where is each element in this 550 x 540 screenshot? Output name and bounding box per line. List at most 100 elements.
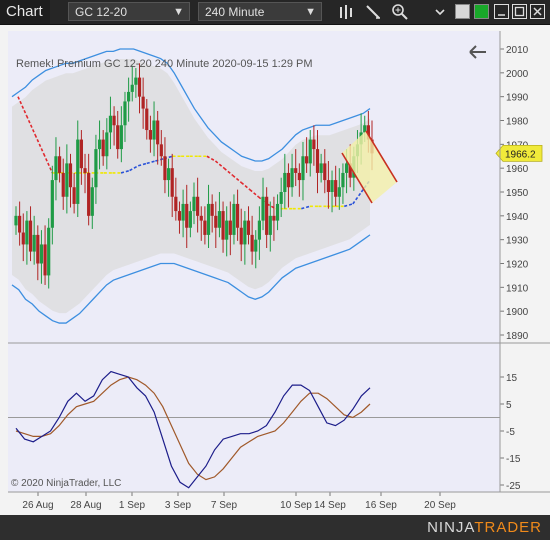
candle-body	[57, 156, 62, 173]
interval-selector[interactable]: 240 Minute ▼	[198, 2, 322, 21]
candle-body	[239, 227, 243, 245]
candle-body	[108, 115, 113, 133]
osc-tick-label: 15	[506, 373, 518, 384]
candle-body	[188, 211, 192, 228]
candle-body	[196, 196, 200, 216]
minimize-button[interactable]	[494, 4, 509, 19]
chart-area[interactable]: 2010200019901980197019601950194019301920…	[0, 25, 550, 515]
time-tick-label: 16 Sep	[365, 500, 397, 511]
osc-tick-label: 5	[506, 400, 512, 411]
price-tick-label: 2010	[506, 45, 529, 56]
time-tick-label: 10 Sep	[280, 500, 312, 511]
price-panel	[11, 48, 398, 324]
zoom-icon[interactable]	[391, 3, 409, 21]
window-gray-button[interactable]	[455, 4, 470, 19]
maximize-button[interactable]	[512, 4, 527, 19]
candle-body	[232, 203, 236, 235]
chevron-down-icon: ▼	[305, 6, 316, 18]
last-price-tag	[495, 144, 543, 162]
candle-body	[348, 163, 352, 178]
candle-body	[72, 187, 76, 204]
candle-body	[163, 156, 167, 181]
candle-body	[297, 172, 301, 181]
last-price-label: 1966.2	[505, 149, 536, 160]
candle-body	[170, 168, 174, 197]
price-tick-label: 2000	[506, 69, 529, 80]
trend-segment	[17, 96, 28, 117]
bar-type-icon[interactable]	[337, 3, 355, 21]
candle-body	[14, 215, 18, 226]
candle-body	[268, 215, 272, 235]
trend-segment	[249, 189, 259, 198]
candle-body	[87, 172, 91, 216]
candle-body	[250, 234, 254, 252]
chart-canvas[interactable]: 2010200019901980197019601950194019301920…	[0, 25, 550, 515]
candle-body	[257, 220, 261, 240]
channel-fill	[342, 131, 397, 203]
candle-body	[337, 187, 341, 197]
trend-segment	[301, 205, 311, 210]
trend-segment	[120, 169, 130, 174]
candle-body	[366, 125, 370, 140]
candle-body	[152, 120, 156, 140]
time-tick-label: 20 Sep	[424, 500, 456, 511]
trend-segment	[214, 160, 225, 169]
candle-body	[79, 139, 83, 169]
candle-body	[225, 220, 229, 240]
price-tick-label: 1920	[506, 260, 529, 271]
candle-body	[192, 196, 196, 212]
candle-body	[228, 220, 232, 235]
candle-body	[323, 163, 327, 181]
candle-body	[315, 149, 320, 173]
candle-body	[28, 220, 33, 252]
candle-body	[21, 232, 25, 245]
trend-segment	[34, 134, 45, 155]
candle-body	[156, 120, 160, 145]
time-tick-label: 1 Sep	[119, 500, 146, 511]
lower-band-line	[11, 234, 371, 324]
osc-tick-label: -5	[506, 427, 515, 438]
back-arrow-icon[interactable]	[469, 45, 486, 59]
close-button[interactable]	[530, 4, 545, 19]
candle-body	[283, 172, 287, 192]
candle-body	[145, 108, 149, 131]
interval-label: 240 Minute	[205, 5, 265, 19]
time-tick-label: 28 Aug	[70, 500, 101, 511]
candle-body	[36, 234, 40, 264]
candle-body	[123, 101, 127, 126]
time-tick-label: 3 Sep	[165, 500, 192, 511]
chevron-down-icon[interactable]	[431, 3, 449, 21]
candle-body	[210, 203, 214, 216]
candle-body	[341, 172, 345, 188]
window-green-button[interactable]	[474, 4, 489, 19]
candle-body	[279, 192, 283, 204]
price-tick-label: 1990	[506, 93, 529, 104]
instrument-label: GC 12-20	[75, 5, 128, 19]
price-tick-label: 1930	[506, 236, 529, 247]
trend-segment	[146, 160, 156, 165]
instrument-selector[interactable]: GC 12-20 ▼	[68, 2, 190, 21]
candle-body	[326, 180, 331, 192]
candle-body	[363, 125, 367, 133]
trend-segment	[223, 167, 234, 176]
candle-body	[177, 211, 182, 221]
trend-segment	[155, 157, 165, 162]
ninjatrader-logo: NINJATRADER	[427, 519, 542, 536]
candle-body	[246, 220, 251, 235]
trend-segment	[137, 162, 147, 167]
upper-band-line	[11, 48, 371, 162]
candle-body	[141, 96, 145, 109]
trend-segment	[232, 174, 242, 184]
candle-body	[203, 220, 207, 235]
candle-body	[185, 203, 189, 228]
candle-body	[54, 156, 58, 181]
candle-body	[334, 180, 338, 197]
candle-body	[344, 163, 349, 173]
osc-tick-label: -25	[506, 481, 521, 492]
drawing-tool-icon[interactable]	[364, 3, 382, 21]
candle-body	[174, 196, 178, 212]
candle-body	[254, 239, 258, 252]
candle-body	[294, 168, 298, 173]
candle-body	[18, 215, 22, 233]
candle-body	[265, 196, 269, 235]
